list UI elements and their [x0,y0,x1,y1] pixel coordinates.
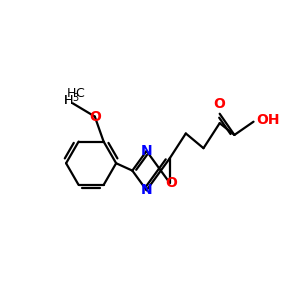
Text: OH: OH [256,113,280,127]
Text: O: O [89,110,101,124]
Text: N: N [141,183,152,197]
Text: O: O [214,98,226,111]
Text: H: H [63,94,73,107]
Text: H: H [67,87,76,101]
Text: N: N [141,144,152,158]
Text: C: C [75,87,84,101]
Text: 3: 3 [72,93,78,103]
Text: O: O [165,176,177,190]
Text: H: H [63,94,73,107]
